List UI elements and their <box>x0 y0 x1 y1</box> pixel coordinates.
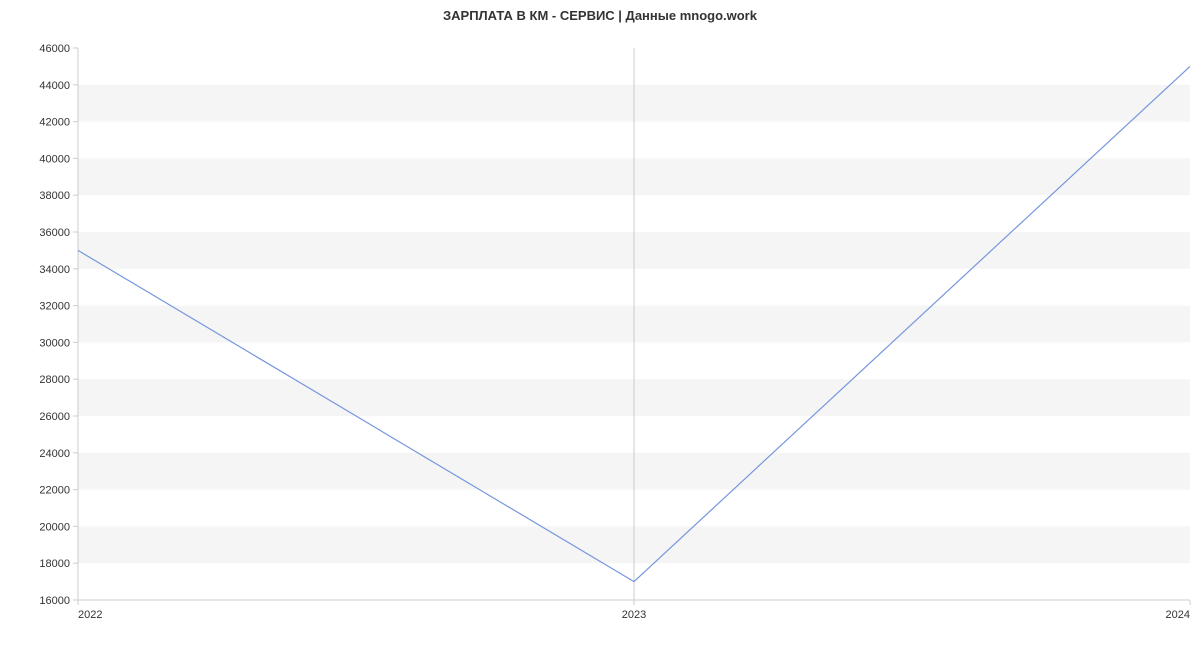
y-tick-label: 38000 <box>39 190 70 202</box>
y-tick-label: 32000 <box>39 301 70 313</box>
y-tick-label: 40000 <box>39 153 70 165</box>
y-tick-label: 26000 <box>39 411 70 423</box>
x-tick-label: 2024 <box>1166 609 1190 621</box>
chart-svg: 16000 18000 20000 22000 24000 26000 28000 30000… <box>0 0 1200 650</box>
x-tick-label: 2023 <box>622 609 646 621</box>
y-tick-label: 30000 <box>39 337 70 349</box>
y-tick-label: 28000 <box>39 374 70 386</box>
y-tick-label: 46000 <box>39 43 70 55</box>
chart-title: ЗАРПЛАТА В КМ - СЕРВИС | Данные mnogo.wo… <box>0 8 1200 23</box>
y-tick-label: 24000 <box>39 448 70 460</box>
y-tick-label: 18000 <box>39 558 70 570</box>
y-tick-label: 34000 <box>39 264 70 276</box>
y-tick-label: 22000 <box>39 485 70 497</box>
y-tick-label: 36000 <box>39 227 70 239</box>
y-tick-label: 16000 <box>39 595 70 607</box>
y-tick-label: 42000 <box>39 117 70 129</box>
y-tick-label: 20000 <box>39 521 70 533</box>
y-tick-label: 44000 <box>39 80 70 92</box>
salary-line-chart: ЗАРПЛАТА В КМ - СЕРВИС | Данные mnogo.wo… <box>0 0 1200 650</box>
x-tick-label: 2022 <box>78 609 102 621</box>
